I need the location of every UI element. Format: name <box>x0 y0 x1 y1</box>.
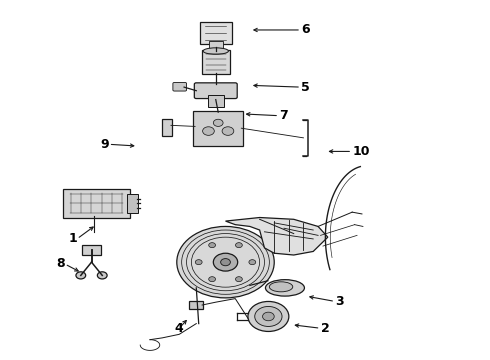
Circle shape <box>236 277 243 282</box>
FancyBboxPatch shape <box>173 82 187 91</box>
Circle shape <box>248 301 289 332</box>
Circle shape <box>209 277 216 282</box>
FancyBboxPatch shape <box>127 194 138 213</box>
Circle shape <box>213 119 223 126</box>
FancyBboxPatch shape <box>202 50 230 74</box>
FancyBboxPatch shape <box>190 301 203 309</box>
Circle shape <box>76 272 86 279</box>
Polygon shape <box>225 217 328 255</box>
Circle shape <box>220 258 230 266</box>
Ellipse shape <box>266 280 304 296</box>
FancyBboxPatch shape <box>162 118 172 136</box>
Text: 10: 10 <box>352 145 369 158</box>
Text: 3: 3 <box>335 295 344 308</box>
FancyBboxPatch shape <box>63 189 130 217</box>
Text: 8: 8 <box>56 257 65 270</box>
Circle shape <box>255 306 282 327</box>
Text: 7: 7 <box>279 109 288 122</box>
Circle shape <box>177 226 274 298</box>
Circle shape <box>222 127 234 135</box>
Circle shape <box>263 312 274 321</box>
Text: 6: 6 <box>301 23 310 36</box>
Ellipse shape <box>270 282 293 292</box>
Circle shape <box>98 272 107 279</box>
Text: 1: 1 <box>68 233 77 246</box>
Circle shape <box>202 127 214 135</box>
FancyBboxPatch shape <box>200 22 232 44</box>
Text: 5: 5 <box>301 81 310 94</box>
Circle shape <box>209 243 216 248</box>
FancyBboxPatch shape <box>209 41 222 48</box>
Circle shape <box>249 260 256 265</box>
FancyBboxPatch shape <box>208 95 223 108</box>
Text: 2: 2 <box>320 322 329 335</box>
Circle shape <box>213 253 238 271</box>
Ellipse shape <box>203 48 228 54</box>
Text: 4: 4 <box>175 322 184 335</box>
Circle shape <box>236 243 243 248</box>
FancyBboxPatch shape <box>193 111 244 146</box>
FancyBboxPatch shape <box>82 246 101 255</box>
FancyBboxPatch shape <box>195 83 237 99</box>
Text: 9: 9 <box>100 138 109 151</box>
Circle shape <box>196 260 202 265</box>
